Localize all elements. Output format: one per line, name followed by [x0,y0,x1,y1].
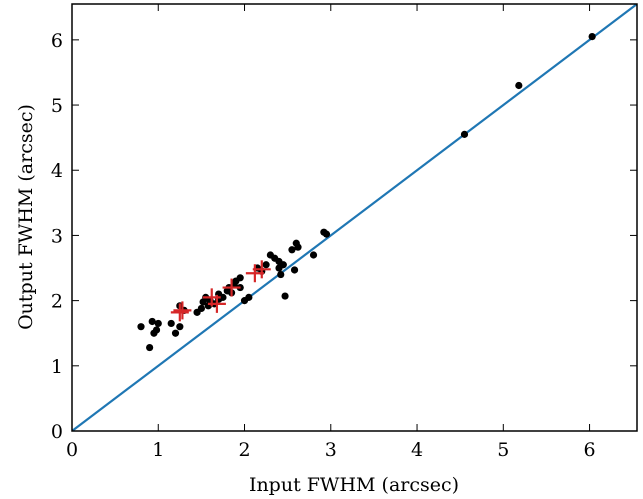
x-tick-label: 2 [238,439,250,461]
data-point-plus [222,278,241,297]
data-point [236,274,244,282]
axes: 0 1 2 3 4 5 6 0 1 2 3 4 5 6 [51,3,638,461]
data-point [277,270,285,279]
x-tick-label: 5 [497,439,509,461]
data-point [167,319,175,328]
data-point [146,343,154,352]
x-tick-label: 3 [325,439,337,461]
data-point [281,292,289,300]
data-point [588,32,596,41]
data-point [294,243,302,251]
data-point [176,323,184,331]
x-tick-label: 1 [152,439,164,461]
x-tick-label: 0 [66,439,78,461]
data-point [152,326,161,334]
y-tick-label: 1 [51,356,63,378]
data-point [288,246,296,254]
data-point-plus [173,301,192,320]
plot-area [72,4,637,431]
x-tick-label: 4 [411,439,423,461]
data-point-plus [207,294,226,313]
data-point-plus [170,303,189,322]
y-tick-label: 4 [51,160,63,182]
y-tick-label: 2 [51,291,63,313]
data-point [262,261,270,269]
y-tick-label: 5 [51,95,63,117]
data-point [219,293,227,301]
data-point [245,293,253,301]
data-point [137,323,145,331]
x-axis-label: Input FWHM (arcsec) [249,474,459,496]
data-point [171,329,180,337]
x-tick-label: 6 [584,439,596,461]
data-point [309,251,318,259]
data-point [154,319,162,328]
data-point [322,230,331,238]
y-axis-label: Output FWHM (arcsec) [15,104,37,330]
data-point [279,261,287,269]
axes-frame [71,3,638,432]
y-tick-label: 3 [51,225,63,247]
data-point [460,130,469,138]
data-point [197,304,205,313]
one-to-one-line [72,4,637,431]
data-point [290,266,299,274]
data-point [148,317,156,326]
data-point [515,81,523,90]
plot-clip-group [72,4,637,431]
y-tick-label: 0 [51,421,63,443]
y-tick-label: 6 [51,30,63,52]
data-point-plus [252,260,271,279]
